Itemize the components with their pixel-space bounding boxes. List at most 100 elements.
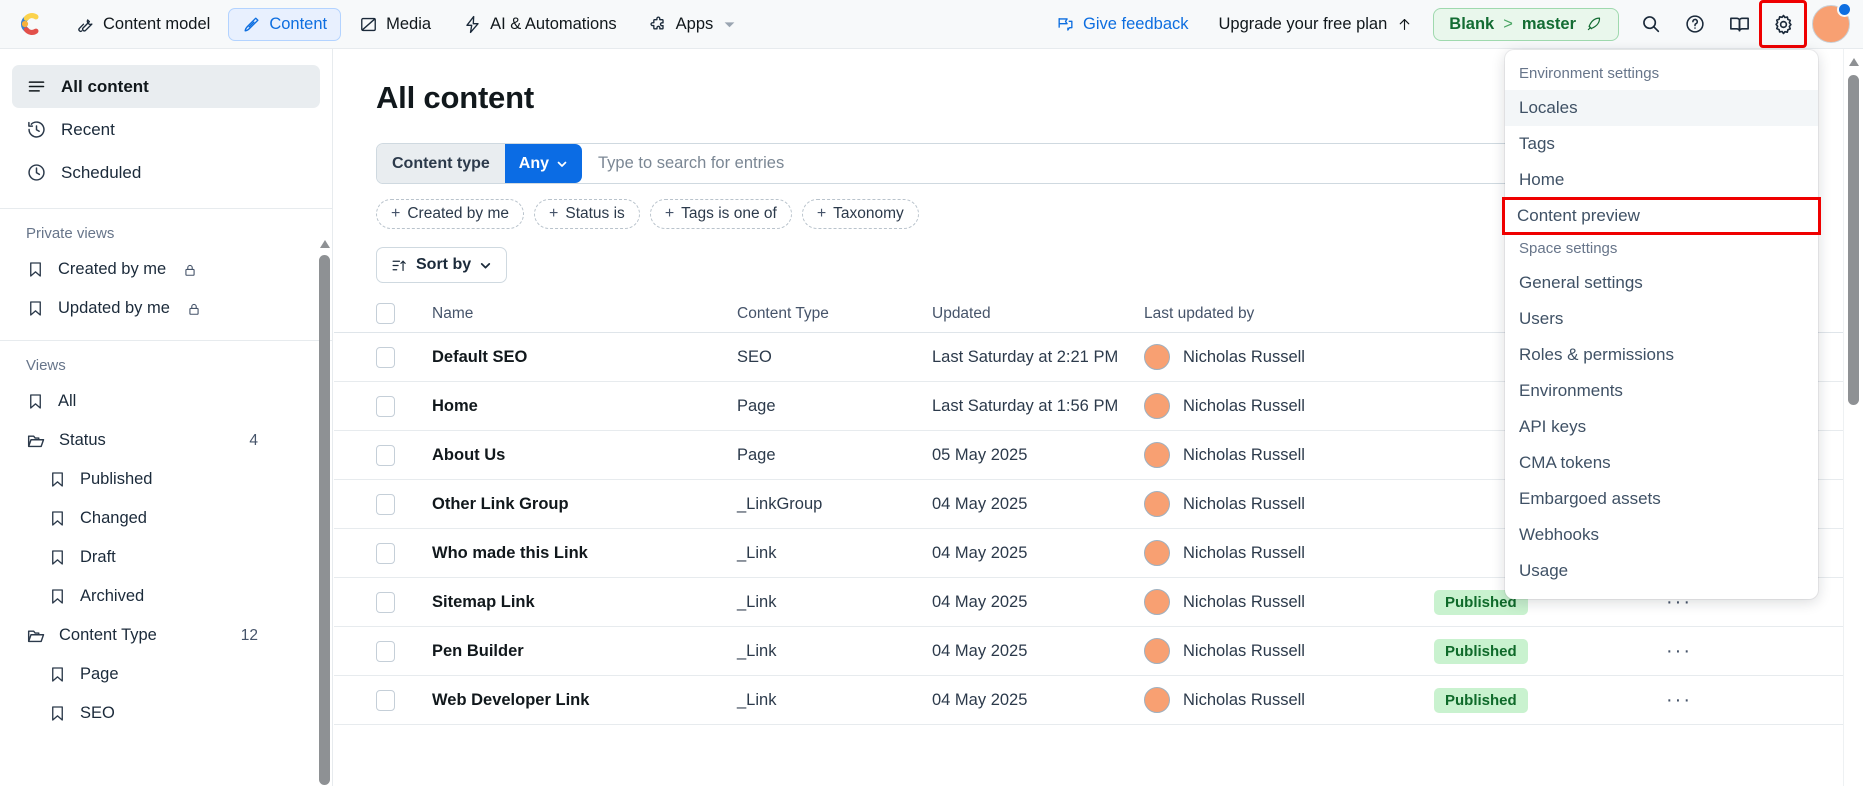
menu-heading-environment-settings: Environment settings bbox=[1519, 65, 1660, 82]
table-row[interactable]: Pen Builder _Link 04 May 2025 Nicholas R… bbox=[334, 627, 1843, 676]
select-all-checkbox[interactable] bbox=[376, 303, 395, 324]
row-checkbox[interactable] bbox=[376, 493, 395, 515]
sidebar-view-all[interactable]: All bbox=[0, 382, 332, 421]
sidebar-item-recent[interactable]: Recent bbox=[12, 108, 320, 151]
column-header-updated[interactable]: Updated bbox=[932, 304, 991, 322]
sidebar-folder-status[interactable]: Status 4 bbox=[0, 421, 332, 460]
nav-content-model[interactable]: Content model bbox=[62, 8, 224, 41]
menu-item-home[interactable]: Home bbox=[1519, 170, 1565, 189]
sidebar-view-page[interactable]: Page bbox=[0, 655, 332, 694]
space-environment-selector[interactable]: Blank > master bbox=[1433, 7, 1619, 41]
sidebar-view-published[interactable]: Published bbox=[0, 460, 332, 499]
cell-name[interactable]: Sitemap Link bbox=[432, 592, 535, 611]
table-row[interactable]: Default SEO SEO Last Saturday at 2:21 PM… bbox=[334, 333, 1843, 382]
row-checkbox[interactable] bbox=[376, 542, 395, 564]
nav-apps[interactable]: Apps bbox=[635, 8, 751, 41]
menu-item-cma-tokens[interactable]: CMA tokens bbox=[1519, 453, 1611, 472]
filter-chip-status-is[interactable]: + Status is bbox=[534, 199, 640, 229]
cell-last-updated-by: Nicholas Russell bbox=[1144, 491, 1434, 517]
help-button[interactable] bbox=[1673, 2, 1717, 46]
menu-item-roles-permissions[interactable]: Roles & permissions bbox=[1519, 345, 1674, 364]
cell-name[interactable]: About Us bbox=[432, 445, 506, 464]
cell-updated: Last Saturday at 1:56 PM bbox=[932, 396, 1119, 415]
sidebar-view-archived[interactable]: Archived bbox=[0, 577, 332, 616]
menu-item-tags[interactable]: Tags bbox=[1519, 134, 1555, 153]
cell-name[interactable]: Default SEO bbox=[432, 347, 528, 366]
sidebar-view-changed[interactable]: Changed bbox=[0, 499, 332, 538]
sidebar-view-updated-by-me[interactable]: Updated by me bbox=[0, 289, 332, 328]
table-row[interactable]: Web Developer Link _Link 04 May 2025 Nic… bbox=[334, 676, 1843, 725]
settings-gear-button[interactable] bbox=[1759, 0, 1807, 48]
table-row[interactable]: Sitemap Link _Link 04 May 2025 Nicholas … bbox=[334, 578, 1843, 627]
row-actions-menu-icon[interactable]: ··· bbox=[1666, 689, 1692, 711]
row-actions-menu-icon[interactable]: ··· bbox=[1666, 640, 1692, 662]
nav-ai-automations[interactable]: AI & Automations bbox=[449, 8, 631, 41]
environment-name: master bbox=[1521, 14, 1576, 33]
row-checkbox[interactable] bbox=[376, 591, 395, 613]
cell-last-updated-by-label: Nicholas Russell bbox=[1183, 592, 1305, 611]
table-row[interactable]: Home Page Last Saturday at 1:56 PM Nicho… bbox=[334, 382, 1843, 431]
filter-chip-status-is-label: Status is bbox=[565, 205, 625, 222]
nav-content[interactable]: Content bbox=[228, 7, 342, 41]
lock-icon bbox=[183, 263, 197, 277]
menu-item-users[interactable]: Users bbox=[1519, 309, 1564, 328]
menu-item-locales[interactable]: Locales bbox=[1505, 90, 1818, 126]
table-row[interactable]: Other Link Group _LinkGroup 04 May 2025 … bbox=[334, 480, 1843, 529]
page-scrollbar-thumb[interactable] bbox=[1848, 75, 1859, 405]
nav-media[interactable]: Media bbox=[345, 8, 445, 41]
sidebar-view-created-by-me[interactable]: Created by me bbox=[0, 250, 332, 289]
sidebar-item-scheduled[interactable]: Scheduled bbox=[12, 151, 320, 194]
cell-content-type: _Link bbox=[737, 690, 777, 709]
sidebar-folder-content-type[interactable]: Content Type 12 bbox=[0, 616, 332, 655]
column-header-content-type[interactable]: Content Type bbox=[737, 304, 829, 322]
bookmark-icon bbox=[48, 665, 67, 684]
sidebar-scrollbar-thumb[interactable] bbox=[319, 255, 330, 785]
scroll-up-arrow-icon[interactable] bbox=[1848, 57, 1860, 67]
bookmark-icon bbox=[48, 704, 67, 723]
content-type-filter-value[interactable]: Any bbox=[504, 144, 583, 183]
menu-item-webhooks[interactable]: Webhooks bbox=[1519, 525, 1600, 544]
give-feedback-button[interactable]: Give feedback bbox=[1040, 15, 1204, 34]
filter-chip-taxonomy[interactable]: + Taxonomy bbox=[801, 199, 919, 229]
page-scrollbar[interactable] bbox=[1843, 49, 1863, 786]
sidebar-view-draft[interactable]: Draft bbox=[0, 538, 332, 577]
upgrade-plan-button[interactable]: Upgrade your free plan bbox=[1205, 15, 1428, 34]
table-row[interactable]: Who made this Link _Link 04 May 2025 Nic… bbox=[334, 529, 1843, 578]
sidebar-view-seo[interactable]: SEO bbox=[0, 694, 332, 733]
cell-name[interactable]: Pen Builder bbox=[432, 641, 524, 660]
cell-content-type: _Link bbox=[737, 641, 777, 660]
cell-name[interactable]: Who made this Link bbox=[432, 543, 588, 562]
row-checkbox[interactable] bbox=[376, 346, 395, 368]
filter-chip-tags-is-one-of[interactable]: + Tags is one of bbox=[649, 199, 792, 229]
scroll-up-arrow-icon[interactable] bbox=[319, 239, 331, 249]
sidebar-item-all-content[interactable]: All content bbox=[12, 65, 320, 108]
cell-name[interactable]: Web Developer Link bbox=[432, 690, 590, 709]
row-checkbox[interactable] bbox=[376, 444, 395, 466]
docs-button[interactable] bbox=[1717, 2, 1761, 46]
cell-name[interactable]: Other Link Group bbox=[432, 494, 569, 513]
column-header-last-updated-by[interactable]: Last updated by bbox=[1144, 304, 1255, 322]
filter-chip-created-by-me[interactable]: + Created by me bbox=[376, 199, 525, 229]
row-checkbox[interactable] bbox=[376, 640, 395, 662]
cell-name[interactable]: Home bbox=[432, 396, 478, 415]
menu-item-api-keys[interactable]: API keys bbox=[1519, 417, 1587, 436]
column-header-name[interactable]: Name bbox=[432, 304, 474, 322]
sidebar-scrollbar[interactable] bbox=[318, 239, 332, 786]
contentful-logo[interactable] bbox=[0, 9, 62, 39]
menu-item-content-preview[interactable]: Content preview bbox=[1502, 197, 1821, 235]
row-checkbox[interactable] bbox=[376, 689, 395, 711]
menu-item-embargoed-assets[interactable]: Embargoed assets bbox=[1519, 489, 1661, 508]
plus-icon: + bbox=[391, 205, 401, 222]
sort-by-button[interactable]: Sort by bbox=[376, 247, 508, 283]
user-avatar-button[interactable] bbox=[1809, 2, 1853, 46]
cell-updated: 04 May 2025 bbox=[932, 592, 1028, 611]
menu-item-environments[interactable]: Environments bbox=[1519, 381, 1623, 400]
table-row[interactable]: About Us Page 05 May 2025 Nicholas Russe… bbox=[334, 431, 1843, 480]
menu-item-general-settings[interactable]: General settings bbox=[1519, 273, 1643, 292]
search-input[interactable] bbox=[582, 144, 1547, 183]
row-checkbox-cell bbox=[376, 444, 432, 466]
search-icon-button[interactable] bbox=[1629, 2, 1673, 46]
menu-item-usage[interactable]: Usage bbox=[1519, 561, 1569, 580]
plus-icon: + bbox=[549, 205, 559, 222]
row-checkbox[interactable] bbox=[376, 395, 395, 417]
